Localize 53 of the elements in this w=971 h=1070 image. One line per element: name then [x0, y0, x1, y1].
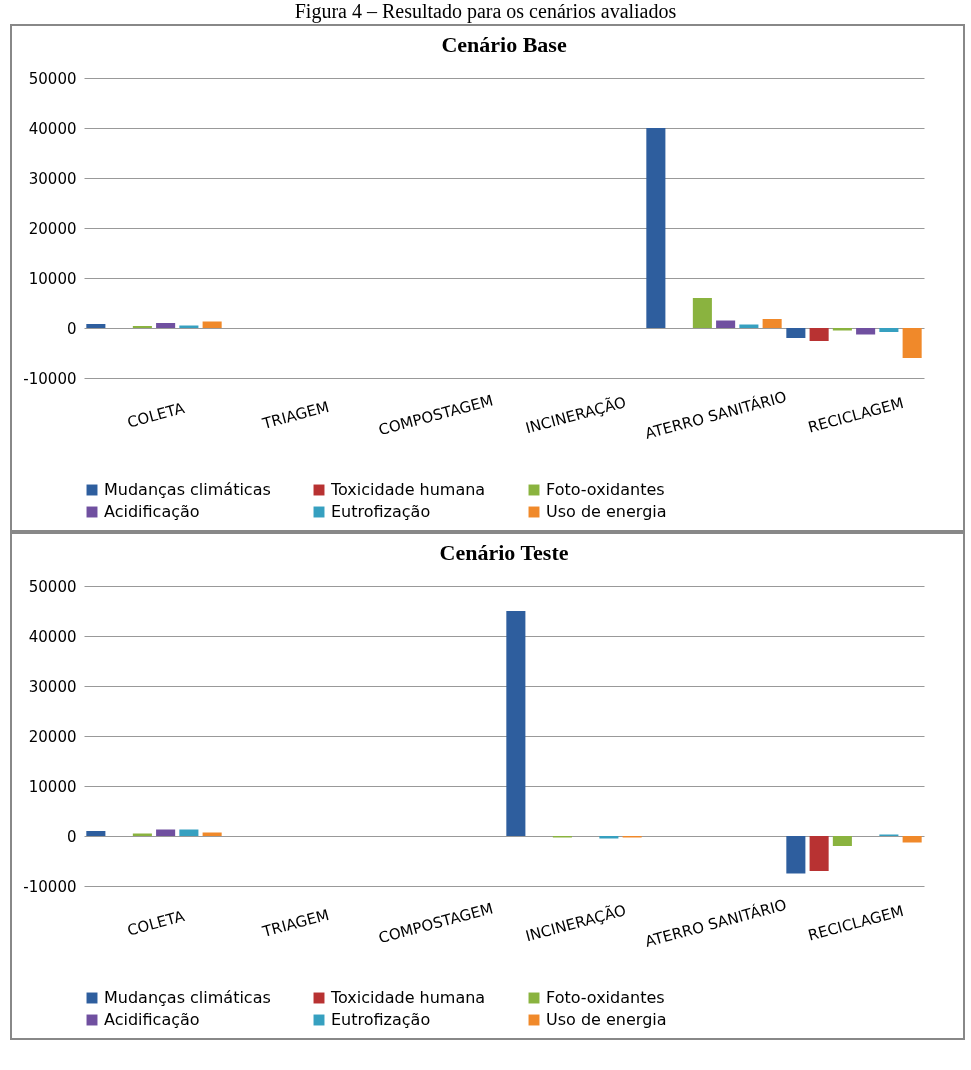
bar — [879, 328, 899, 332]
y-tick-label: 40000 — [28, 119, 77, 138]
legend-label: Foto-oxidantes — [546, 480, 665, 499]
text: Figura 4 – Resultado para os cenários avaliados — [293, 0, 678, 24]
x-tick-label: COLETA — [125, 906, 188, 940]
y-tick-label: 20000 — [28, 219, 77, 238]
legend-label: Acidificação — [104, 1010, 200, 1029]
legend-label: Eutrofização — [331, 1010, 431, 1029]
y-tick-label: 50000 — [28, 577, 77, 596]
bar — [786, 328, 806, 338]
legend-label: Toxicidade humana — [330, 988, 486, 1007]
chart-title: Cenário Base — [441, 32, 567, 57]
bar — [902, 836, 922, 843]
y-tick-label: 0 — [66, 827, 77, 846]
legend-label: Acidificação — [104, 502, 200, 521]
y-tick-label: 20000 — [28, 727, 77, 746]
bar — [202, 321, 222, 328]
chart-title: Cenário Teste — [439, 540, 569, 565]
bar — [646, 128, 666, 328]
x-tick-label: COLETA — [125, 398, 188, 432]
bar — [832, 328, 852, 331]
y-tick-label: -10000 — [23, 369, 77, 388]
bar — [692, 298, 712, 328]
bar — [809, 836, 829, 871]
bar — [179, 829, 199, 836]
legend-label: Uso de energia — [546, 502, 667, 521]
legend-label: Toxicidade humana — [330, 480, 486, 499]
bar — [809, 328, 829, 341]
bar — [86, 831, 106, 836]
legend-label: Mudanças climáticas — [104, 480, 271, 499]
legend-label: Uso de energia — [546, 1010, 667, 1029]
bar — [902, 328, 922, 358]
legend-label: Eutrofização — [331, 502, 431, 521]
bar — [86, 324, 106, 328]
y-tick-label: 30000 — [28, 677, 77, 696]
y-tick-label: 10000 — [28, 269, 77, 288]
bar — [762, 319, 782, 328]
y-tick-label: 50000 — [28, 69, 77, 88]
y-tick-label: 30000 — [28, 169, 77, 188]
bar — [832, 836, 852, 846]
y-tick-label: 10000 — [28, 777, 77, 796]
bar — [156, 829, 176, 836]
bar — [156, 323, 176, 328]
bar — [856, 328, 876, 335]
legend-label: Mudanças climáticas — [104, 988, 271, 1007]
bar — [716, 320, 736, 328]
bar — [506, 611, 526, 836]
y-tick-label: 0 — [66, 319, 77, 338]
y-tick-label: -10000 — [23, 877, 77, 896]
bar — [786, 836, 806, 874]
legend-label: Foto-oxidantes — [546, 988, 665, 1007]
y-tick-label: 40000 — [28, 627, 77, 646]
bar — [599, 836, 619, 839]
